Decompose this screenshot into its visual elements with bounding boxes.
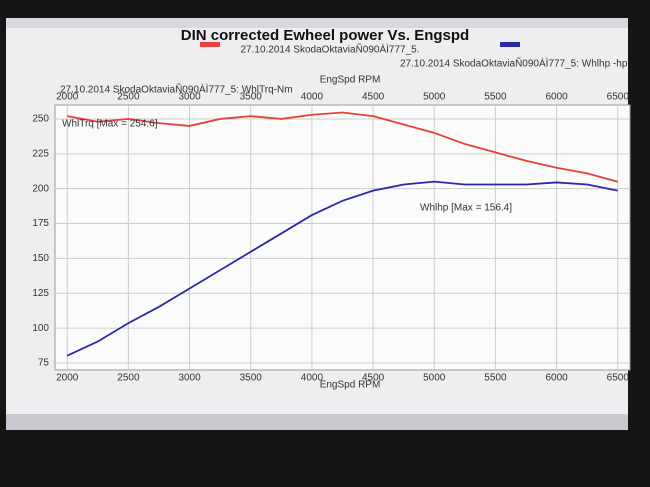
legend-label: 27.10.2014 SkodaOktaviaÑ090ÀÌ777_5: WhlT… <box>60 83 293 96</box>
x-tick-label: 4000 <box>301 373 324 384</box>
x-tick-label: 2000 <box>56 373 79 384</box>
x-tick-label: 3500 <box>240 92 263 103</box>
x-tick-label: 4500 <box>362 373 385 384</box>
x-tick-label: 3000 <box>178 373 201 384</box>
x-axis-label: EngSpd RPM <box>320 75 381 86</box>
y-tick-label: 75 <box>38 358 50 369</box>
x-tick-label: 5000 <box>423 373 446 384</box>
annotation: Whlhp [Max = 156.4] <box>420 203 512 214</box>
chart-subtitle: 27.10.2014 SkodaOktaviaÑ090ÀÌ777_5. <box>240 43 419 56</box>
legend-swatch <box>500 42 520 47</box>
y-tick-label: 225 <box>32 148 49 159</box>
x-tick-label: 6000 <box>545 92 568 103</box>
x-tick-label: 3000 <box>178 92 201 103</box>
task-bar <box>6 414 628 430</box>
x-tick-label: 2500 <box>117 92 140 103</box>
x-tick-label: 6500 <box>607 92 630 103</box>
x-tick-label: 6500 <box>607 373 630 384</box>
line-series <box>67 111 619 183</box>
y-tick-label: 175 <box>32 218 49 229</box>
x-tick-label: 6000 <box>545 373 568 384</box>
menu-bar <box>6 18 628 28</box>
y-tick-label: 200 <box>32 183 49 194</box>
y-tick-label: 125 <box>32 288 49 299</box>
annotation: WhlTrq [Max = 254.6] <box>62 119 158 130</box>
x-axis-label: EngSpd RPM <box>320 380 381 391</box>
legend-swatch <box>200 42 220 47</box>
x-tick-label: 4500 <box>362 92 385 103</box>
x-tick-label: 2500 <box>117 373 140 384</box>
legend-label: 27.10.2014 SkodaOktaviaÑ090ÀÌ777_5: Whlh… <box>400 57 628 70</box>
x-tick-label: 2000 <box>56 92 79 103</box>
x-tick-label: 5500 <box>484 373 507 384</box>
plot-area <box>54 104 631 371</box>
x-tick-label: 3500 <box>240 373 263 384</box>
chart-title: DIN corrected Ewheel power Vs. Engspd <box>181 27 469 44</box>
y-tick-label: 250 <box>32 114 49 125</box>
x-tick-label: 5500 <box>484 92 507 103</box>
x-tick-label: 4000 <box>301 92 324 103</box>
x-tick-label: 5000 <box>423 92 446 103</box>
y-tick-label: 100 <box>32 323 49 334</box>
line-series <box>66 180 618 357</box>
y-tick-label: 150 <box>32 253 49 264</box>
